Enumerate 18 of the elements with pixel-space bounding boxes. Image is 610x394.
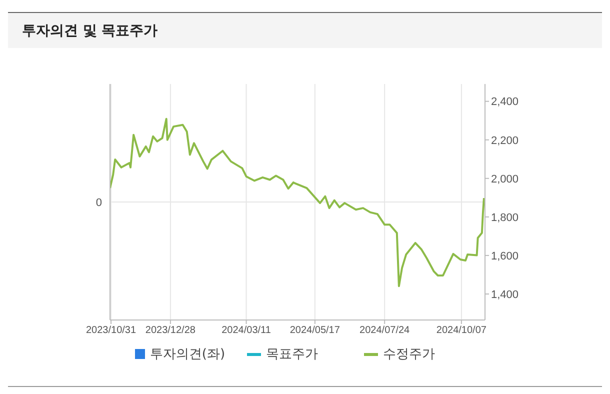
x-tick-label: 2024/10/07 (436, 325, 487, 336)
legend-label: 수정주가 (382, 346, 436, 363)
y2-tick-label: 2,200 (491, 134, 519, 147)
legend-label: 목표주가 (265, 346, 318, 363)
x-tick-label: 2024/05/17 (290, 325, 340, 336)
x-tick-label: 2024/03/11 (222, 325, 272, 336)
x-tick-label: 2023/10/31 (86, 325, 136, 336)
y2-tick-label: 1,600 (491, 250, 519, 262)
y2-tick-label: 1,400 (491, 288, 519, 301)
text: 0 (96, 196, 102, 209)
legend-label: 투자의견(좌) (148, 346, 226, 363)
chart-title: 투자의견 및 목표주가 (8, 12, 602, 48)
line-series (110, 118, 485, 288)
y2-tick-label: 2,400 (491, 96, 519, 108)
x-tick-label: 2024/07/24 (360, 325, 410, 336)
x-tick-label: 2023/12/28 (145, 325, 196, 336)
y2-tick-label: 1,800 (491, 212, 519, 224)
y2-tick-label: 2,000 (491, 173, 519, 186)
